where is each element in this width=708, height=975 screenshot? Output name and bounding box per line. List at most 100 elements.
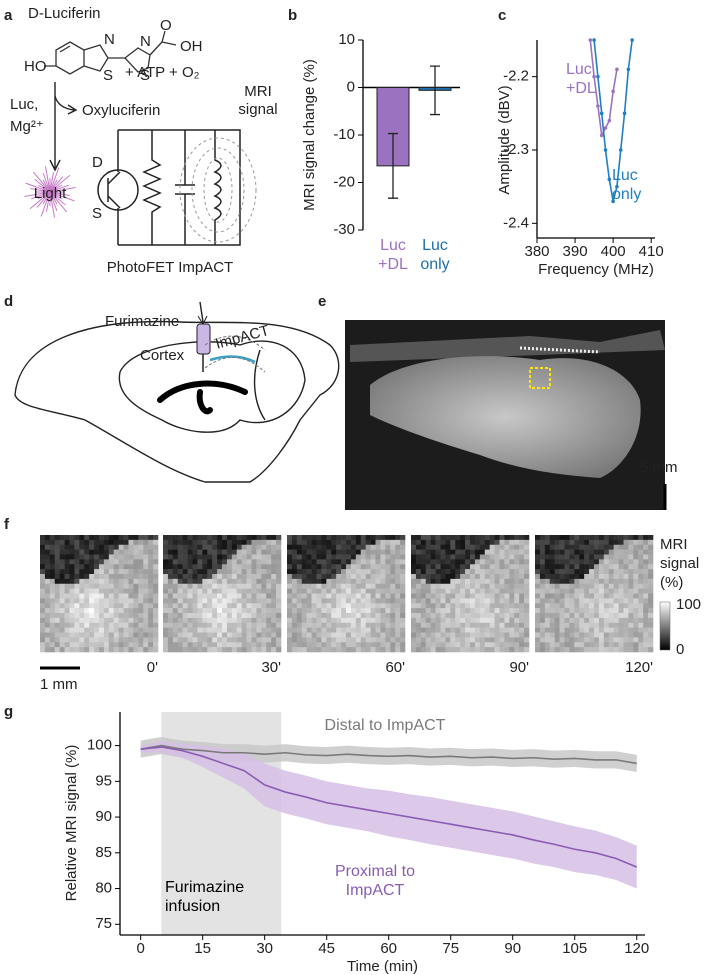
pixel: [241, 598, 247, 604]
pixel: [579, 549, 585, 555]
pixel: [94, 539, 100, 546]
pixel: [479, 608, 486, 614]
pixel: [544, 642, 551, 648]
pixel: [514, 559, 520, 565]
pixel: [49, 627, 56, 633]
pixel: [415, 637, 422, 643]
pixel: [360, 593, 366, 599]
pixel: [549, 549, 555, 555]
pixel: [539, 583, 546, 589]
pixel: [276, 564, 282, 570]
pixel: [484, 544, 490, 550]
pixel: [251, 554, 257, 560]
pixel: [256, 578, 262, 585]
pixel: [212, 603, 218, 609]
pixel: [489, 637, 495, 643]
pixel: [287, 603, 293, 609]
pixel: [579, 583, 585, 589]
pixel: [395, 588, 401, 594]
pixel: [54, 642, 60, 648]
pixel: [544, 569, 551, 575]
pixel: [589, 578, 595, 585]
pixel: [484, 535, 490, 541]
pixel: [499, 593, 505, 599]
pixel: [118, 544, 124, 550]
pixel: [411, 588, 417, 594]
pixel: [628, 588, 634, 594]
pixel: [514, 603, 520, 609]
pixel: [514, 564, 520, 570]
pixel: [143, 603, 149, 609]
pixel: [360, 627, 366, 633]
pixel: [544, 622, 551, 628]
pixel: [256, 632, 262, 638]
pixel: [246, 535, 252, 541]
pixel: [489, 603, 495, 609]
pixel: [514, 549, 520, 555]
pixel: [118, 632, 124, 638]
pixel: [559, 598, 565, 604]
pixel: [549, 554, 555, 560]
pixel: [182, 642, 188, 648]
pixel: [138, 564, 144, 570]
pixel: [44, 608, 51, 614]
pixel: [222, 544, 228, 550]
pixel: [316, 588, 322, 594]
pixel: [420, 603, 427, 609]
pixel: [375, 593, 381, 599]
pixel: [192, 642, 198, 648]
pixel: [118, 647, 124, 653]
pixel: [99, 622, 105, 628]
pixel: [266, 559, 272, 565]
pixel: [187, 593, 193, 599]
pixel: [564, 583, 570, 589]
pixel: [231, 559, 238, 565]
pixel: [465, 554, 471, 560]
pixel: [236, 598, 242, 604]
pixel: [623, 637, 629, 643]
pixel: [54, 588, 60, 594]
pixel: [479, 569, 486, 575]
pixel: [207, 632, 213, 638]
pixel: [440, 622, 446, 628]
pixel: [256, 627, 262, 633]
pixel: [633, 554, 639, 560]
pixel: [400, 632, 406, 638]
pixel: [241, 617, 247, 624]
pixel: [420, 613, 427, 619]
pixel: [633, 583, 639, 589]
pixel: [331, 583, 337, 589]
pixel: [306, 608, 312, 614]
pixel: [519, 627, 525, 633]
pixel: [153, 544, 159, 550]
pixel: [276, 535, 282, 541]
pixel: [564, 593, 570, 599]
pixel: [479, 549, 486, 555]
pixel: [648, 593, 654, 599]
pixel: [628, 637, 634, 643]
pixel: [291, 617, 298, 624]
pixel: [395, 539, 401, 546]
pixel: [163, 637, 169, 643]
pixel: [350, 559, 357, 565]
pixel: [465, 574, 471, 580]
pixel: [494, 535, 500, 541]
y-tick-label: -2.4: [503, 214, 529, 231]
pixel: [524, 622, 530, 628]
pixel: [365, 578, 371, 585]
pixel: [395, 598, 401, 604]
pixel: [474, 559, 481, 565]
pixel: [633, 559, 639, 565]
pixel: [603, 598, 610, 604]
pixel: [316, 554, 322, 560]
pixel: [212, 559, 218, 565]
pixel: [321, 569, 327, 575]
pixel: [177, 637, 183, 643]
pixel: [74, 632, 80, 638]
pixel: [440, 603, 446, 609]
pixel: [148, 627, 154, 633]
light-ray: [24, 191, 51, 198]
pixel: [494, 632, 500, 638]
pixel: [301, 622, 307, 628]
pixel: [569, 574, 575, 580]
